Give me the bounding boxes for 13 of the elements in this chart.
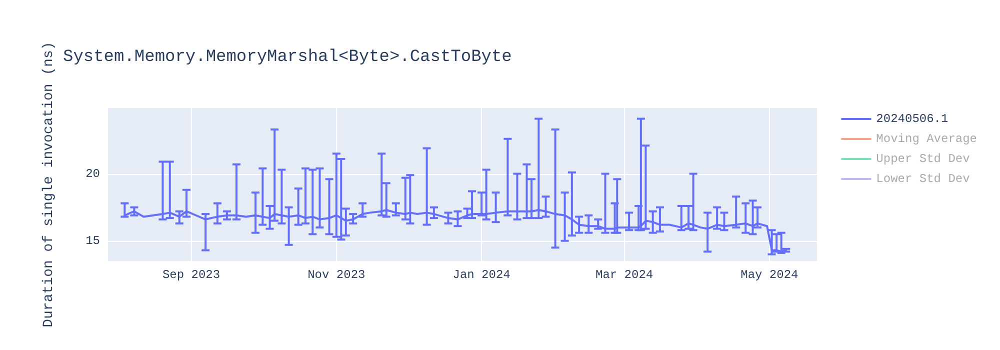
legend-label: Upper Std Dev	[876, 152, 970, 166]
x-tick-label: May 2024	[740, 268, 798, 282]
chart-title: System.Memory.MemoryMarshal<Byte>.CastToByte	[63, 48, 512, 67]
x-tick-label: Jan 2024	[452, 268, 510, 282]
legend-label: Moving Average	[876, 132, 978, 146]
y-tick-label: 20	[86, 166, 100, 181]
legend-label: Lower Std Dev	[876, 172, 970, 186]
y-tick-label: 15	[86, 234, 100, 248]
x-tick-label: Nov 2023	[308, 268, 366, 282]
y-axis-title: Duration of single invocation (ns)	[41, 42, 57, 328]
x-tick-label: Mar 2024	[595, 268, 654, 282]
legend-label: 20240506.1	[876, 112, 948, 126]
x-tick-label: Sep 2023	[162, 268, 220, 282]
